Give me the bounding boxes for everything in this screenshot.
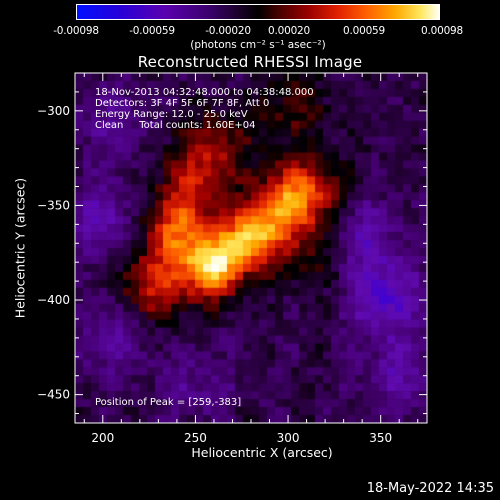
peak-position-label: Position of Peak = [259,-383] (95, 397, 242, 408)
info-line-detectors: Detectors: 3F 4F 5F 6F 7F 8F, Att 0 (95, 98, 270, 109)
x-tick-label: 350 (369, 431, 392, 445)
info-line-time: 18-Nov-2013 04:32:48.000 to 04:38:48.000 (95, 87, 314, 98)
colorbar-tick: -0.00098 (53, 25, 99, 37)
timestamp: 18-May-2022 14:35 (366, 481, 494, 496)
plot-area (75, 73, 427, 423)
y-tick-label: −300 (37, 104, 70, 118)
x-tick-label: 200 (91, 431, 114, 445)
y-tick-label: −350 (37, 198, 70, 212)
colorbar-unit-label: (photons cm⁻² s⁻¹ asec⁻²) (190, 39, 326, 51)
x-axis-label: Heliocentric X (arcsec) (191, 445, 333, 460)
colorbar-tick: -0.00059 (129, 25, 175, 37)
y-tick-label: −400 (37, 293, 70, 307)
x-tick-label: 250 (184, 431, 207, 445)
colorbar-tick: 0.00020 (267, 25, 311, 37)
y-tick-label: −450 (37, 388, 70, 402)
colorbar-tick: 0.00098 (420, 25, 464, 37)
info-line-clean: Clean Total counts: 1.60E+04 (95, 120, 256, 131)
heatmap-image (75, 73, 427, 423)
colorbar-tick: -0.00020 (205, 25, 251, 37)
info-line-energy: Energy Range: 12.0 - 25.0 keV (95, 109, 248, 120)
y-axis-label: Heliocentric Y (arcsec) (12, 177, 28, 319)
colorbar-gradient (76, 4, 440, 20)
colorbar-tick: 0.00059 (342, 25, 386, 37)
x-tick-label: 300 (277, 431, 300, 445)
chart-title: Reconstructed RHESSI Image (137, 53, 363, 71)
